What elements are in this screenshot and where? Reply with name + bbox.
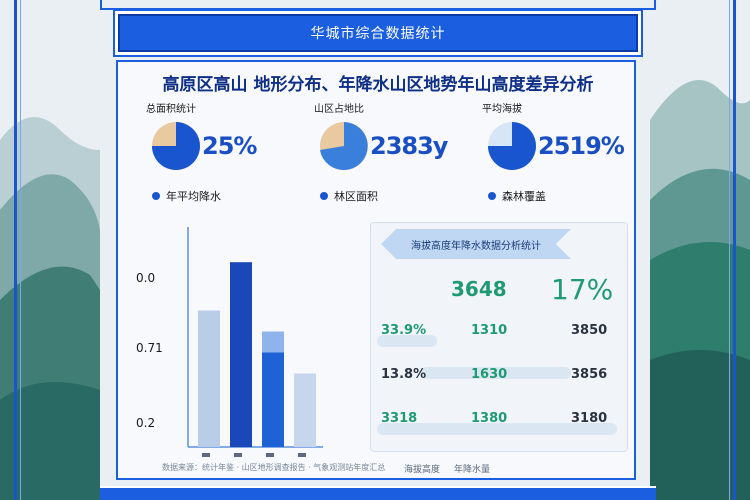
bullet-icon	[152, 192, 160, 200]
pie-icon	[152, 122, 200, 170]
kpi-caption: 森林覆盖	[488, 188, 546, 204]
bar-chart-svg: 0.0 0.71 0.2	[136, 227, 323, 457]
hero-percent: 17%	[551, 273, 614, 306]
bullet-icon	[488, 192, 496, 200]
row-value-a: 3318	[381, 411, 418, 426]
data-row: 3318 1380 3180	[371, 407, 629, 437]
pie-icon	[320, 122, 368, 170]
page-title: 华城市综合数据统计	[310, 26, 446, 42]
row-value-b: 1630	[471, 367, 508, 382]
row-bar	[377, 423, 617, 435]
ribbon-text: 海拔高度年降水数据分析统计	[411, 240, 541, 252]
kpi-value: 2383y	[370, 132, 448, 160]
bar	[262, 352, 284, 447]
footer-legend: 海拔高度 年降水量	[404, 462, 490, 475]
bar	[230, 262, 252, 447]
tick-label: 0.71	[136, 341, 163, 355]
row-value-c: 3856	[571, 367, 608, 382]
kpi-label: 总面积统计	[146, 104, 196, 115]
outer-frame	[14, 0, 736, 500]
header-banner: 华城市综合数据统计	[118, 14, 638, 52]
data-row: 33.9% 1310 3850	[371, 319, 629, 349]
kpi-caption: 年平均降水	[152, 188, 221, 204]
row-value-b: 1310	[471, 323, 508, 338]
hero-value: 3648	[451, 277, 507, 301]
inner-frame	[20, 0, 730, 500]
kpi-block: 平均海拔 2519% 森林覆盖	[464, 98, 625, 208]
tick-label: 0.2	[136, 416, 155, 430]
kpi-value: 25%	[202, 132, 257, 160]
kpi-caption-text: 林区面积	[334, 190, 378, 203]
x-tick-mark	[202, 453, 210, 457]
row-bar	[421, 367, 571, 379]
bullet-icon	[320, 192, 328, 200]
card-ribbon: 海拔高度年降水数据分析统计	[381, 229, 571, 259]
pie-icon	[488, 122, 536, 170]
x-tick-mark	[298, 453, 306, 457]
hero-row: 3648 17%	[371, 271, 629, 311]
kpi-caption: 林区面积	[320, 188, 378, 204]
x-tick-mark	[266, 453, 274, 457]
data-card: 海拔高度年降水数据分析统计 3648 17% 33.9% 1310 3850 1…	[370, 222, 628, 452]
bar-chart: 0.0 0.71 0.2	[128, 217, 328, 472]
row-value-b: 1380	[471, 411, 508, 426]
bar	[198, 310, 220, 447]
legend-item: 年降水量	[454, 465, 491, 475]
row-value-c: 3180	[571, 411, 608, 426]
kpi-block: 山区占地比 2383y 林区面积	[296, 98, 456, 208]
row-bar	[377, 335, 437, 347]
bar	[294, 373, 316, 447]
kpi-label: 平均海拔	[482, 104, 522, 115]
bar-segment	[262, 331, 284, 353]
kpi-caption-text: 年平均降水	[166, 190, 221, 203]
row-value-a: 33.9%	[381, 323, 427, 338]
kpi-caption-text: 森林覆盖	[502, 190, 546, 203]
headline: 高原区高山 地形分布、年降水山区地势年山高度差异分析	[162, 75, 594, 95]
main-panel: 高原区高山 地形分布、年降水山区地势年山高度差异分析 总面积统计 25% 年平均…	[116, 60, 636, 480]
kpi-block: 总面积统计 25% 年平均降水	[128, 98, 288, 208]
kpi-value: 2519%	[538, 132, 625, 160]
kpi-label: 山区占地比	[314, 104, 364, 115]
row-value-a: 13.8%	[381, 367, 427, 382]
footnote: 数据来源：统计年鉴 · 山区地形调查报告 · 气象观测站年度汇总	[162, 463, 386, 472]
bottom-band	[100, 486, 656, 500]
data-row: 13.8% 1630 3856	[371, 363, 629, 393]
top-ornament	[100, 0, 656, 10]
row-value-c: 3850	[571, 323, 608, 338]
x-tick-mark	[234, 453, 242, 457]
tick-label: 0.0	[136, 271, 155, 285]
legend-item: 海拔高度	[404, 465, 441, 475]
